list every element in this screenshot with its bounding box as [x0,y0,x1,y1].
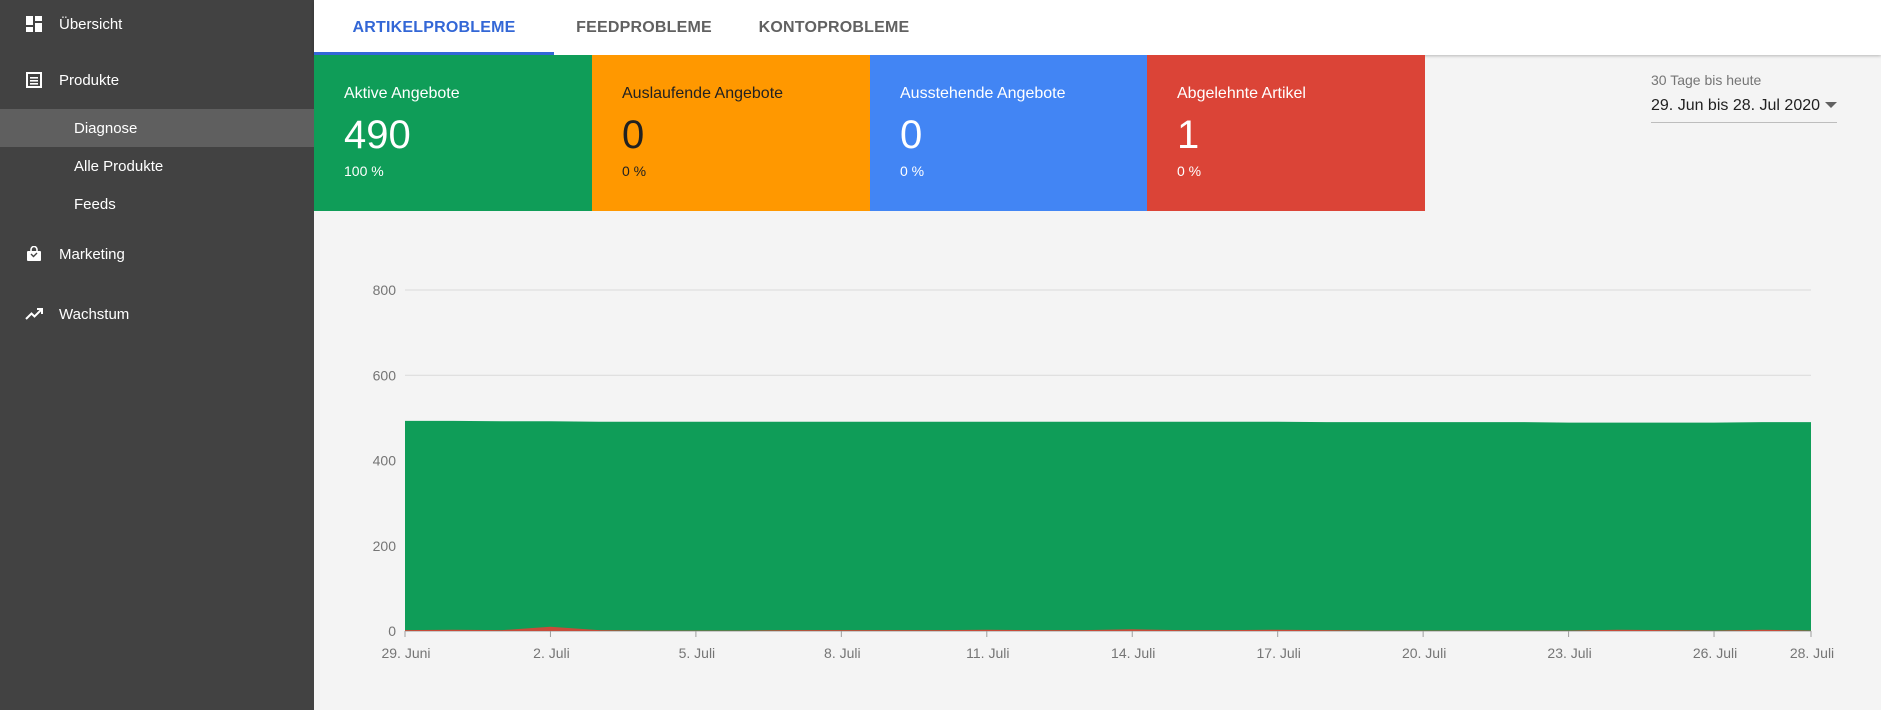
y-tick-label: 800 [373,282,397,298]
shopping-bag-icon [25,245,43,263]
nav-label: Wachstum [59,305,130,323]
subnav-label: Alle Produkte [74,157,164,175]
tab-feedprobleme[interactable]: FEEDPROBLEME [554,0,734,55]
sidebar: Übersicht Produkte Diagnose Alle Produkt… [0,0,314,710]
card-title: Aktive Angebote [344,85,460,102]
date-range-value: 29. Jun bis 28. Jul 2020 [1651,97,1821,114]
card-value: 490 [344,113,411,157]
date-range-caption: 30 Tage bis heute [1651,72,1762,88]
card-percent: 100 % [344,163,384,179]
card-auslaufende-angebote[interactable]: Auslaufende Angebote 0 0 % [592,55,870,211]
tab-bar: ARTIKELPROBLEME FEEDPROBLEME KONTOPROBLE… [314,0,1881,55]
y-tick-label: 200 [373,538,397,554]
x-tick-label: 2. Juli [533,645,570,661]
subnav-label: Diagnose [74,119,138,137]
card-percent: 0 % [900,163,925,179]
x-tick-label: 26. Juli [1693,645,1737,661]
tab-label: FEEDPROBLEME [576,18,712,36]
tab-kontoprobleme[interactable]: KONTOPROBLEME [734,0,934,55]
x-tick-label: 28. Juli [1790,645,1834,661]
trending-up-icon [25,305,43,323]
nav-label: Marketing [59,245,125,263]
x-tick-label: 20. Juli [1402,645,1446,661]
x-tick-label: 29. Juni [381,645,430,661]
card-aktive-angebote[interactable]: Aktive Angebote 490 100 % [314,55,592,211]
nav-label: Produkte [59,71,120,89]
x-tick-label: 17. Juli [1257,645,1301,661]
tab-label: ARTIKELPROBLEME [352,18,516,36]
x-tick-label: 11. Juli [966,645,1009,661]
subnav-label: Feeds [74,195,116,213]
active-tab-indicator [314,52,554,55]
x-tick-label: 23. Juli [1547,645,1591,661]
dropdown-arrow-icon [1825,102,1837,108]
y-tick-label: 400 [373,453,397,469]
y-tick-label: 600 [373,367,397,383]
sidebar-item-feeds[interactable]: Feeds [0,185,314,223]
card-percent: 0 % [622,163,647,179]
area-series-0 [405,420,1811,631]
x-tick-label: 8. Juli [824,645,861,661]
tab-artikelprobleme[interactable]: ARTIKELPROBLEME [314,0,554,55]
card-title: Auslaufende Angebote [622,85,784,102]
card-value: 0 [900,113,923,157]
card-percent: 0 % [1177,163,1202,179]
list-icon [25,71,43,89]
area-series-1 [405,626,1811,631]
dashboard-icon [25,15,43,33]
nav-item-uebersicht[interactable]: Übersicht [0,4,314,44]
card-value: 0 [622,113,645,157]
card-title: Ausstehende Angebote [900,85,1066,102]
card-value: 1 [1177,113,1200,157]
card-title: Abgelehnte Artikel [1177,85,1306,102]
card-abgelehnte-artikel[interactable]: Abgelehnte Artikel 1 0 % [1147,55,1425,211]
card-ausstehende-angebote[interactable]: Ausstehende Angebote 0 0 % [870,55,1148,211]
nav-item-produkte[interactable]: Produkte [0,60,314,100]
items-over-time-chart: 0 200 400 600 800 29. Juni 2. Juli 5. Juli 8. Ju… [373,282,1835,661]
nav-item-marketing[interactable]: Marketing [0,234,314,274]
date-range-select[interactable]: 30 Tage bis heute 29. Jun bis 28. Jul 20… [1651,72,1837,123]
x-tick-label: 5. Juli [679,645,716,661]
x-tick-label: 14. Juli [1111,645,1155,661]
nav-label: Übersicht [59,15,123,33]
sidebar-item-diagnose[interactable]: Diagnose [0,109,314,147]
sidebar-item-alle-produkte[interactable]: Alle Produkte [0,147,314,185]
y-tick-label: 0 [388,623,396,639]
nav-item-wachstum[interactable]: Wachstum [0,294,314,334]
tab-label: KONTOPROBLEME [758,18,910,36]
